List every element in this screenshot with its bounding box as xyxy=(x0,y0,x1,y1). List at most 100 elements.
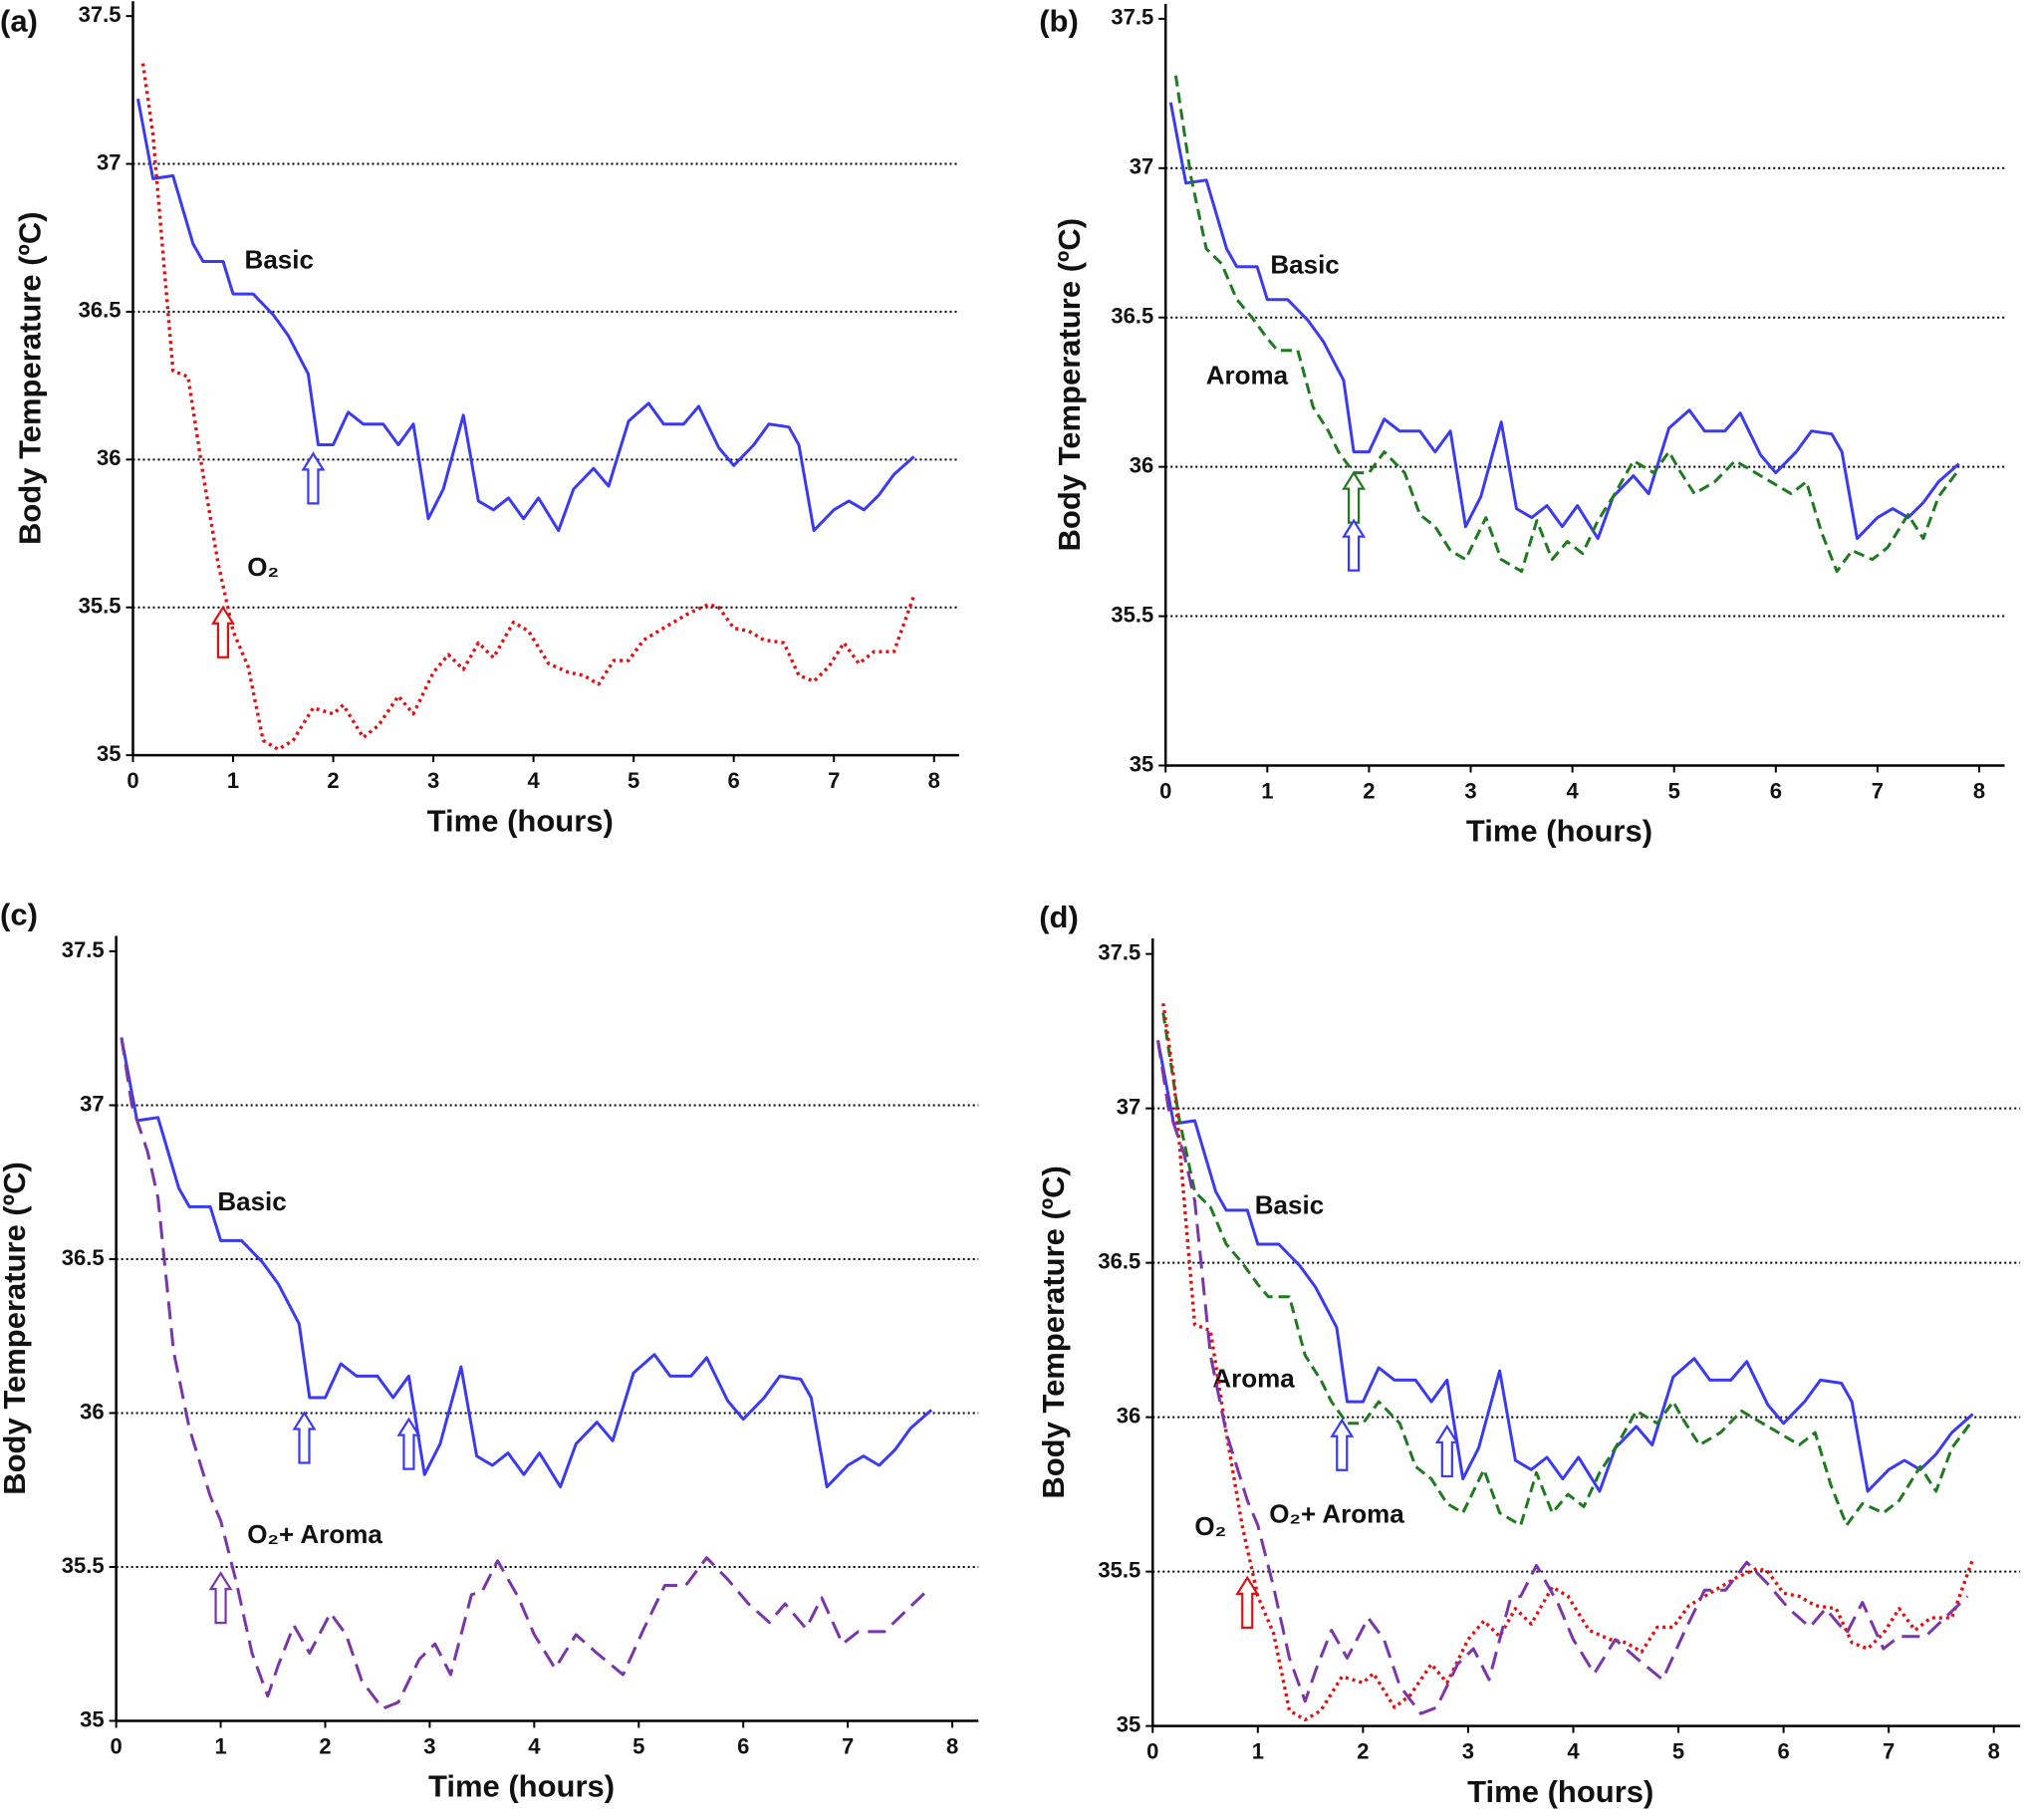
event-arrow xyxy=(292,1411,317,1464)
series-label: O₂+ Aroma xyxy=(247,1519,382,1549)
y-tick-label: 35 xyxy=(1117,1711,1140,1736)
series-label: O₂+ Aroma xyxy=(1269,1499,1404,1529)
x-tick-label: 7 xyxy=(842,1733,854,1758)
data-line xyxy=(1173,75,1960,574)
y-tick-label: 37 xyxy=(97,149,121,174)
y-axis-label: Body Temperature (ºC) xyxy=(13,211,48,545)
x-axis-label: Time (hours) xyxy=(428,1769,615,1804)
x-tick-label: 3 xyxy=(1462,1738,1474,1763)
x-tick-label: 3 xyxy=(423,1733,435,1758)
x-axis-label: Time (hours) xyxy=(1466,814,1652,849)
x-tick-label: 1 xyxy=(1252,1738,1264,1763)
y-axis-label: Body Temperature (ºC) xyxy=(1052,218,1087,552)
panel: (b) 35 35.5 36 36.5 37 37.5 0 1 2 3 4 5 6 7 8 Time (hour… xyxy=(1039,4,2005,849)
x-tick-label: 0 xyxy=(1146,1738,1158,1763)
event-arrow xyxy=(396,1417,421,1470)
y-axis-label: Body Temperature (ºC) xyxy=(0,1162,32,1495)
y-tick-label: 36.5 xyxy=(1098,1248,1140,1273)
x-tick-label: 4 xyxy=(1566,778,1579,803)
x-tick-label: 1 xyxy=(1261,778,1273,803)
x-tick-label: 7 xyxy=(1883,1738,1895,1763)
x-tick-label: 5 xyxy=(632,1733,644,1758)
x-tick-label: 6 xyxy=(1777,1738,1789,1763)
data-line xyxy=(1156,1040,1974,1493)
series-label: Basic xyxy=(1255,1190,1324,1220)
y-tick-label: 35.5 xyxy=(79,594,122,619)
y-tick-label: 36.5 xyxy=(62,1245,105,1270)
data-line xyxy=(120,1037,933,1489)
series-label: Basic xyxy=(245,244,314,274)
series-label: O₂ xyxy=(247,552,279,582)
x-tick-label: 5 xyxy=(1668,778,1680,803)
x-axis-label: Time (hours) xyxy=(1467,1774,1653,1809)
x-axis-label: Time (hours) xyxy=(427,803,614,838)
event-arrow xyxy=(301,451,326,505)
x-tick-label: 3 xyxy=(1464,778,1476,803)
data-line xyxy=(120,1037,927,1710)
panel: (c) 35 35.5 36 36.5 37 37.5 0 1 2 3 4 5 6 7 8 Time (hour… xyxy=(0,897,979,1804)
y-tick-label: 37.5 xyxy=(1111,5,1153,30)
data-line xyxy=(1156,1040,1969,1715)
x-tick-label: 2 xyxy=(327,768,339,793)
series-label: O₂ xyxy=(1194,1511,1226,1541)
y-tick-label: 35 xyxy=(97,741,121,766)
y-tick-label: 36 xyxy=(97,445,121,470)
event-arrow xyxy=(1342,470,1367,524)
series-label: Basic xyxy=(1270,250,1339,280)
x-tick-label: 4 xyxy=(1567,1738,1580,1763)
event-arrow xyxy=(1434,1424,1459,1478)
x-tick-label: 4 xyxy=(528,1733,541,1758)
data-line xyxy=(140,63,916,751)
x-tick-label: 4 xyxy=(527,768,540,793)
panel-label: (c) xyxy=(0,897,38,931)
y-tick-label: 35.5 xyxy=(1111,602,1153,627)
x-tick-label: 1 xyxy=(214,1733,226,1758)
data-line xyxy=(1161,1002,1975,1722)
series-label: Aroma xyxy=(1212,1363,1295,1393)
x-tick-label: 8 xyxy=(1973,778,1985,803)
x-tick-label: 0 xyxy=(111,1733,123,1758)
event-arrow xyxy=(1330,1418,1355,1471)
y-tick-label: 37.5 xyxy=(79,2,122,27)
x-tick-label: 1 xyxy=(227,768,239,793)
data-line xyxy=(1161,1012,1974,1527)
event-arrow xyxy=(1235,1575,1260,1629)
x-tick-label: 6 xyxy=(737,1733,749,1758)
y-tick-label: 37.5 xyxy=(62,937,105,962)
x-tick-label: 8 xyxy=(946,1733,958,1758)
y-tick-label: 37.5 xyxy=(1098,939,1140,964)
panel-label: (a) xyxy=(0,4,38,39)
y-tick-label: 36 xyxy=(1130,452,1153,477)
y-tick-label: 36 xyxy=(1117,1403,1140,1428)
x-tick-label: 0 xyxy=(126,768,138,793)
event-arrow xyxy=(1342,518,1367,572)
x-tick-label: 6 xyxy=(1770,778,1782,803)
x-tick-label: 2 xyxy=(1363,778,1375,803)
y-tick-label: 37 xyxy=(1117,1094,1140,1119)
panel: (d) 35 35.5 36 36.5 37 37.5 0 1 2 3 4 5 6 7 8 Time (hour… xyxy=(1036,900,2021,1809)
x-tick-label: 6 xyxy=(728,768,740,793)
y-tick-label: 36.5 xyxy=(1111,304,1153,329)
event-arrow xyxy=(210,605,235,658)
data-line xyxy=(136,98,915,533)
y-tick-label: 35.5 xyxy=(62,1553,105,1578)
panel-label: (d) xyxy=(1039,900,1079,934)
x-tick-label: 8 xyxy=(1988,1738,2000,1763)
series-label: Basic xyxy=(217,1186,286,1216)
x-tick-label: 5 xyxy=(628,768,639,793)
y-tick-label: 36.5 xyxy=(79,298,122,323)
y-axis-label: Body Temperature (ºC) xyxy=(1036,1166,1071,1499)
y-tick-label: 35 xyxy=(1130,751,1153,776)
y-tick-label: 35 xyxy=(80,1706,104,1731)
panel-label: (b) xyxy=(1039,4,1079,39)
x-tick-label: 5 xyxy=(1672,1738,1684,1763)
event-arrow xyxy=(208,1571,233,1625)
x-tick-label: 0 xyxy=(1159,778,1171,803)
panel: (a) 35 35.5 36 36.5 37 37.5 0 1 2 3 4 5 6 7 8 Time (hour… xyxy=(0,1,959,838)
x-tick-label: 3 xyxy=(427,768,439,793)
series-label: Aroma xyxy=(1206,361,1289,390)
x-tick-label: 8 xyxy=(928,768,940,793)
y-tick-label: 37 xyxy=(1130,154,1153,179)
